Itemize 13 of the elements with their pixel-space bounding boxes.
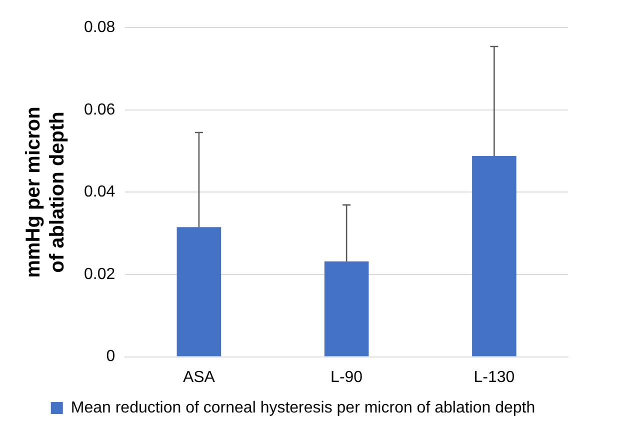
y-tick-label: 0.06	[84, 101, 116, 118]
bar	[176, 227, 222, 356]
x-tick-label: L-130	[474, 368, 515, 386]
bar	[324, 261, 369, 356]
x-tick-label: ASA	[182, 368, 216, 386]
y-axis-title: mmHg per micron of ablation depth	[22, 106, 69, 278]
y-tick-label: 0.02	[84, 266, 116, 283]
legend-label: Mean reduction of corneal hysteresis per micron of ablation depth	[70, 399, 536, 416]
y-tick-label: 0.08	[84, 19, 116, 36]
x-tick-label: L-90	[330, 368, 363, 386]
y-tick-label: 0.04	[84, 184, 116, 201]
y-tick-label: 0	[106, 348, 116, 366]
bar	[472, 156, 516, 356]
